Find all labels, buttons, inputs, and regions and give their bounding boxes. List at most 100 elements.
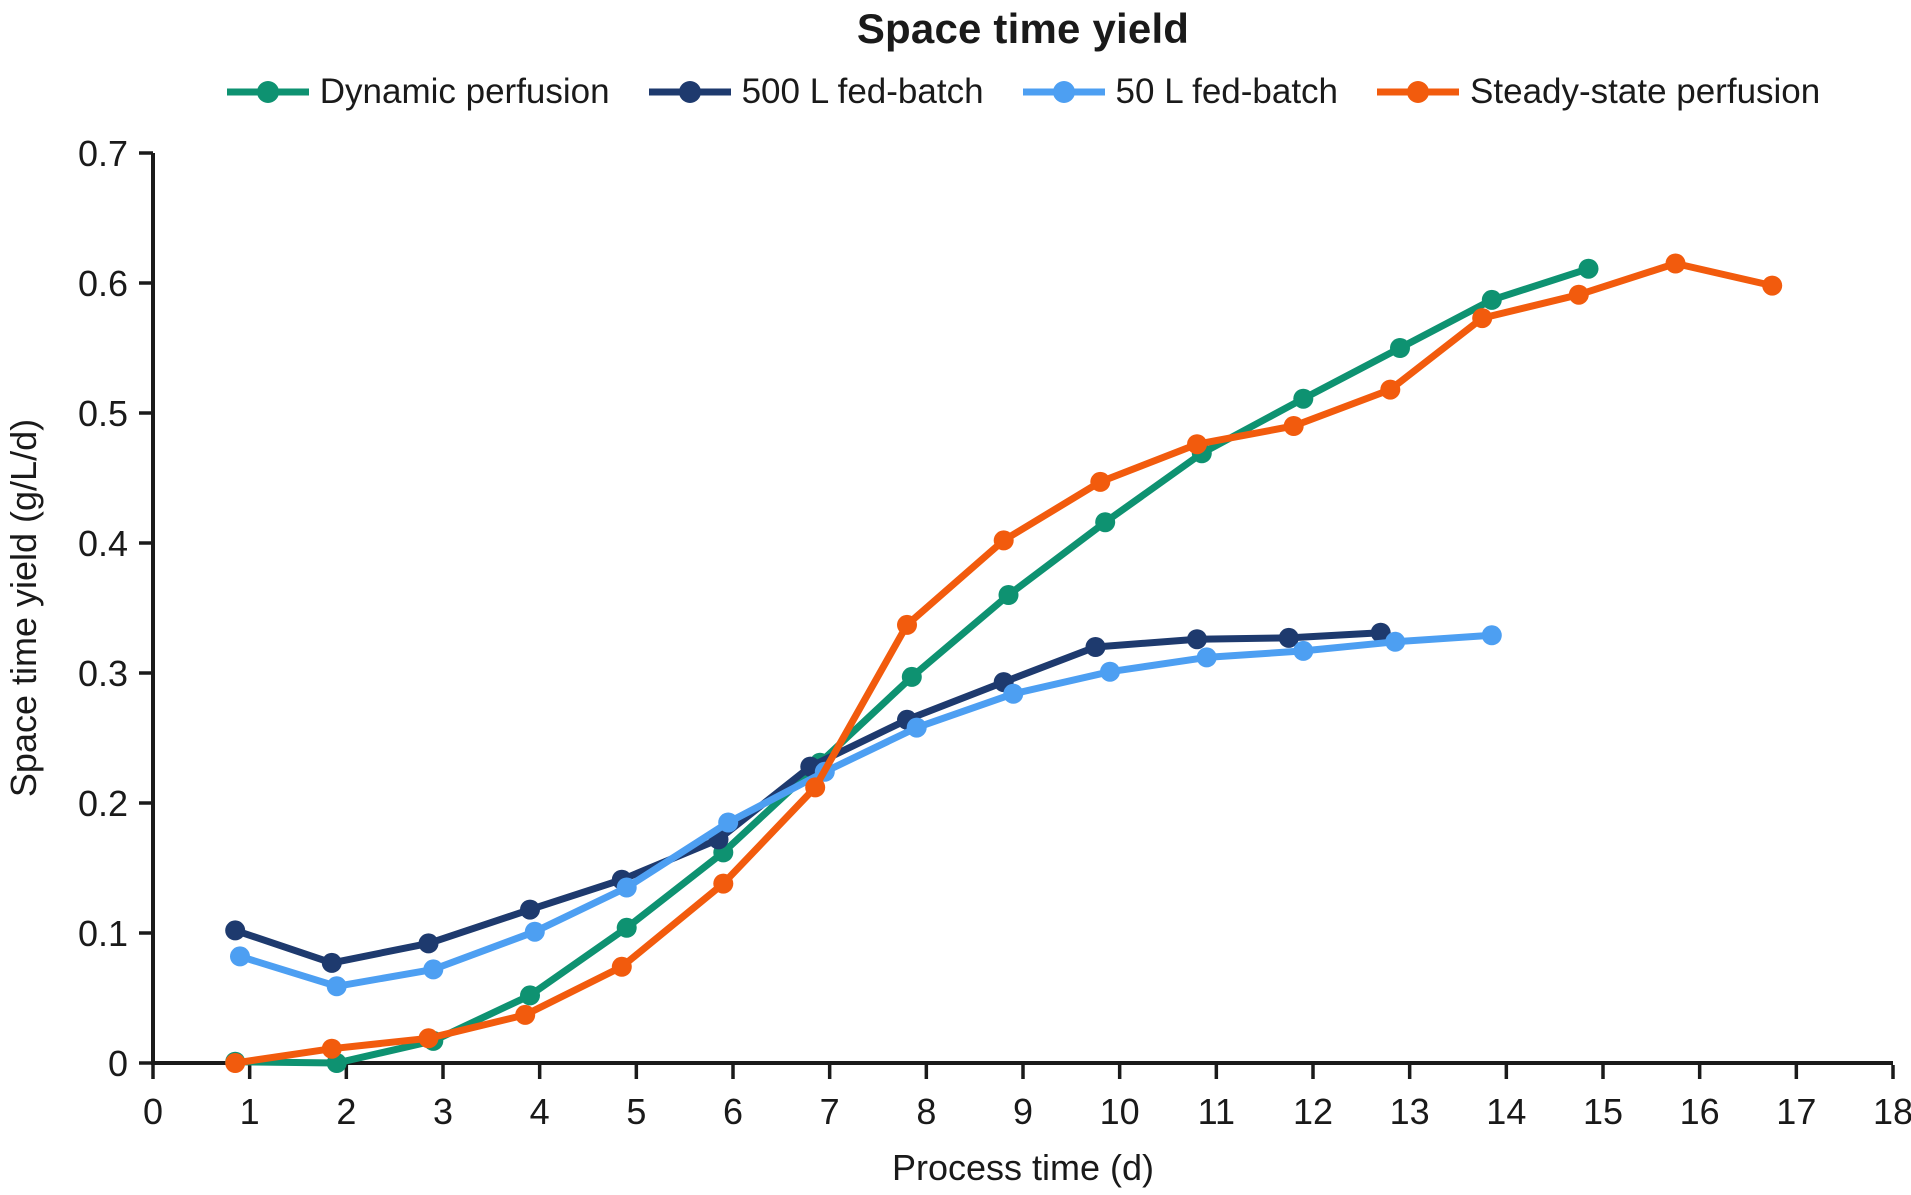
series-steady-state-perfusion [225, 253, 1783, 1073]
y-tick-label: 0.4 [78, 523, 128, 564]
legend-marker-dot [1052, 81, 1075, 103]
data-point [998, 585, 1019, 605]
x-tick-label: 11 [1198, 1091, 1235, 1132]
data-point [805, 777, 826, 798]
data-point [1762, 275, 1783, 296]
data-point [1003, 683, 1024, 704]
data-point [520, 985, 540, 1006]
x-tick-group: 0 1 2 3 4 5 6 7 8 9 10 11 12 13 14 15 16 17 18 [143, 1065, 1911, 1132]
data-point [225, 1053, 246, 1073]
y-tick-label: 0.1 [78, 913, 128, 954]
data-point [1100, 661, 1120, 682]
series-line [231, 260, 1776, 1067]
data-point [1293, 388, 1314, 409]
y-axis-label: Space time yield (g/L/d) [3, 419, 44, 797]
data-point [1085, 637, 1106, 657]
data-point [1481, 625, 1502, 646]
data-point [1380, 379, 1401, 400]
data-point [713, 873, 734, 894]
legend: Dynamic perfusion 500 L fed-batch 50 L fed… [153, 72, 1893, 112]
x-tick-label: 0 [143, 1091, 163, 1132]
x-tick-label: 12 [1293, 1091, 1333, 1132]
y-tick-label: 0 [108, 1043, 128, 1084]
chart-title: Space time yield [856, 5, 1190, 52]
legend-label: Steady-state perfusion [1470, 72, 1821, 111]
data-point [1385, 631, 1406, 652]
legend-item-500-l-fed-batch: 500 L fed-batch [648, 72, 984, 112]
data-point [906, 717, 927, 738]
data-point [993, 530, 1014, 551]
legend-marker-steady-state-perfusion [1377, 81, 1460, 103]
x-tick-label: 9 [1013, 1091, 1033, 1132]
x-tick-label: 1 [240, 1091, 260, 1132]
legend-item-50-l-fed-batch: 50 L fed-batch [1022, 72, 1338, 112]
data-point [901, 666, 922, 687]
data-point [423, 959, 444, 980]
data-point [897, 614, 917, 635]
data-point [1390, 338, 1410, 358]
data-point [520, 899, 540, 920]
x-axis-label: Process time (d) [892, 1147, 1154, 1188]
data-point [230, 946, 250, 967]
data-point [1578, 258, 1599, 279]
data-point [515, 1004, 536, 1025]
series-line [236, 631, 1496, 990]
legend-marker-dot [1407, 81, 1430, 103]
data-point [524, 921, 545, 942]
data-point [225, 920, 246, 941]
legend-marker-500-l-fed-batch [648, 81, 731, 103]
data-point [321, 952, 342, 973]
x-tick-label: 14 [1486, 1091, 1526, 1132]
data-point [418, 1028, 439, 1049]
data-point [1472, 308, 1493, 329]
data-point [1196, 647, 1217, 668]
x-tick-label: 6 [723, 1091, 743, 1132]
legend-marker-dot [256, 81, 279, 103]
x-tick-label: 13 [1390, 1091, 1430, 1132]
legend-marker-dynamic-perfusion [226, 81, 309, 103]
data-point [718, 812, 739, 833]
legend-label: 500 L fed-batch [741, 72, 984, 111]
data-point [1568, 284, 1589, 305]
data-point [326, 976, 347, 997]
x-tick-label: 18 [1873, 1091, 1911, 1132]
data-point [1481, 289, 1502, 310]
series-50-l-fed-batch [230, 625, 1502, 997]
legend-item-dynamic-perfusion: Dynamic perfusion [226, 72, 610, 112]
x-tick-label: 2 [336, 1091, 356, 1132]
legend-marker-50-l-fed-batch [1022, 81, 1105, 103]
data-point [1278, 627, 1299, 648]
legend-label: Dynamic perfusion [319, 72, 610, 111]
y-tick-label: 0.5 [78, 393, 128, 434]
x-tick-label: 4 [530, 1091, 550, 1132]
data-point [611, 956, 632, 977]
data-point [1090, 471, 1111, 492]
data-point [418, 933, 439, 954]
legend-label: 50 L fed-batch [1115, 72, 1339, 111]
data-point [1283, 416, 1304, 436]
data-point [616, 917, 637, 938]
data-point [321, 1038, 342, 1059]
data-point [1665, 253, 1686, 274]
y-tick-label: 0.3 [78, 653, 128, 694]
y-tick-label: 0.2 [78, 783, 128, 824]
x-tick-label: 16 [1680, 1091, 1720, 1132]
data-point [1370, 622, 1391, 643]
data-point [1187, 629, 1207, 650]
data-point [1293, 640, 1314, 661]
data-point [1187, 434, 1207, 455]
legend-item-steady-state-perfusion: Steady-state perfusion [1376, 72, 1820, 112]
x-tick-label: 7 [820, 1091, 840, 1132]
x-tick-label: 17 [1776, 1091, 1816, 1132]
legend-marker-dot [678, 81, 701, 103]
x-tick-label: 5 [626, 1091, 646, 1132]
x-tick-label: 15 [1583, 1091, 1623, 1132]
y-tick-label: 0.6 [78, 263, 128, 304]
data-point [616, 877, 637, 898]
y-tick-group: 0 0.1 0.2 0.3 0.4 0.5 0.6 0.7 [78, 133, 153, 1084]
y-tick-label: 0.7 [78, 133, 128, 174]
x-tick-label: 10 [1100, 1091, 1140, 1132]
x-tick-label: 8 [916, 1091, 936, 1132]
